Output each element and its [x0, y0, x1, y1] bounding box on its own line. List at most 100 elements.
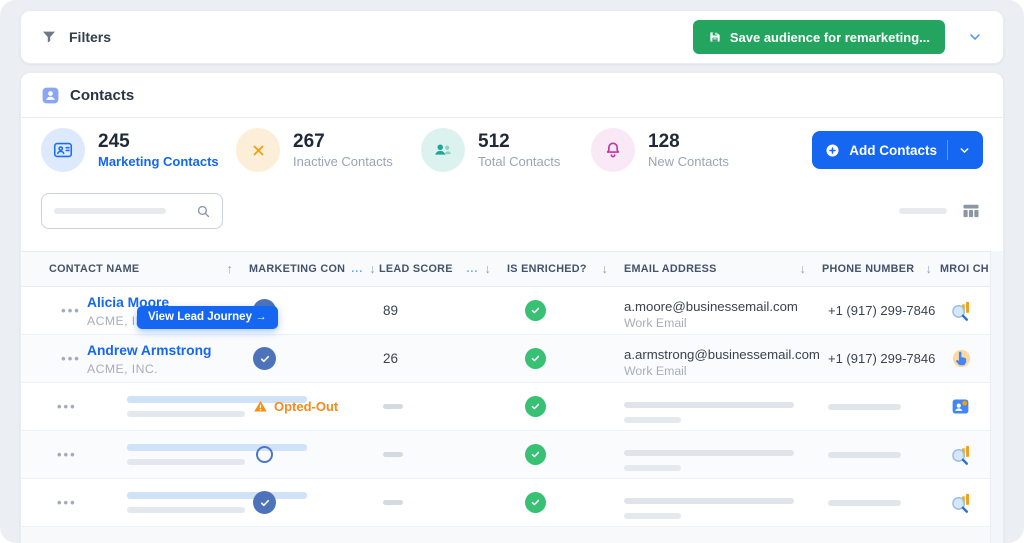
filters-title: Filters	[69, 29, 112, 45]
contact-skeleton	[126, 492, 307, 513]
search-icon	[197, 205, 210, 217]
column-settings-icon[interactable]	[961, 201, 981, 221]
sort-desc-icon[interactable]: ↓	[484, 262, 491, 276]
lead-score-value: 89	[383, 303, 399, 318]
column-mroi[interactable]: MROI CH	[940, 263, 989, 275]
email-value: a.moore@businessemail.com	[624, 298, 798, 314]
contacts-table: CONTACT NAME ↑ MARKETING CON ... ↓ LEAD …	[21, 251, 1003, 543]
sort-desc-icon[interactable]: ↓	[369, 262, 376, 276]
row-menu-button[interactable]: •••	[57, 351, 85, 366]
truncation-ellipsis: ...	[466, 263, 479, 275]
contact-card-icon[interactable]	[950, 396, 971, 417]
search-placeholder-skeleton	[54, 208, 166, 214]
column-phone-number[interactable]: PHONE NUMBER ↓	[822, 262, 932, 276]
email-skeleton	[624, 402, 822, 423]
x-icon	[236, 128, 280, 172]
stat-value: 267	[293, 130, 325, 152]
stat-value: 245	[98, 130, 130, 152]
contact-company: ACME, INC.	[87, 361, 158, 376]
email-type-label: Work Email	[624, 315, 687, 330]
contact-name-link[interactable]: Andrew Armstrong	[87, 342, 212, 358]
contacts-title: Contacts	[70, 86, 135, 104]
stat-marketing-contacts: 245 Marketing Contacts	[41, 128, 236, 172]
contact-name-link[interactable]: Alicia Moore	[87, 294, 170, 310]
column-marketing-contact[interactable]: MARKETING CON ... ↓	[249, 262, 376, 276]
email-value: a.armstrong@businessemail.com	[624, 346, 820, 362]
add-contacts-button[interactable]: Add Contacts	[812, 131, 983, 169]
table-row[interactable]: •••	[21, 431, 1003, 479]
lead-score-skeleton	[383, 404, 403, 409]
stat-label: Marketing Contacts	[98, 154, 219, 170]
sort-asc-icon[interactable]: ↑	[226, 262, 233, 276]
view-lead-journey-tooltip[interactable]: View Lead Journey →	[137, 306, 278, 329]
contact-skeleton	[126, 444, 307, 465]
phone-skeleton	[828, 451, 901, 458]
row-menu-button[interactable]: •••	[57, 303, 85, 318]
filters-collapse-chevron-icon[interactable]	[967, 29, 983, 45]
row-menu-button[interactable]: •••	[57, 495, 77, 510]
enriched-check-icon	[525, 396, 546, 417]
row-menu-button[interactable]: •••	[57, 399, 77, 414]
plus-circle-icon	[824, 142, 841, 159]
phone-value: +1 (917) 299-7846	[828, 351, 936, 366]
row-menu-button[interactable]: •••	[57, 447, 77, 462]
people-icon	[421, 128, 465, 172]
chart-search-icon[interactable]	[950, 299, 973, 322]
chart-search-icon[interactable]	[950, 443, 973, 466]
stat-label: Total Contacts	[478, 154, 561, 170]
enriched-check-icon	[525, 444, 546, 465]
sort-desc-icon[interactable]: ↓	[601, 262, 608, 276]
stat-total-contacts: 512 Total Contacts	[421, 128, 591, 172]
contacts-panel: Contacts 245 Marketing Contacts 267 In	[20, 72, 1004, 543]
warning-triangle-icon	[254, 400, 267, 412]
table-header-row: CONTACT NAME ↑ MARKETING CON ... ↓ LEAD …	[21, 251, 1003, 287]
stat-label: Inactive Contacts	[293, 154, 393, 170]
add-contacts-dropdown-chevron-icon[interactable]	[958, 144, 971, 157]
chart-search-icon[interactable]	[950, 491, 973, 514]
table-row[interactable]: ••• Opted-Out	[21, 383, 1003, 431]
stat-label: New Contacts	[648, 154, 729, 170]
sort-desc-icon[interactable]: ↓	[799, 262, 806, 276]
lead-score-skeleton	[383, 500, 403, 505]
marketing-member-check-icon	[253, 347, 276, 370]
column-email-address[interactable]: EMAIL ADDRESS ↓	[624, 262, 806, 276]
stat-value: 512	[478, 130, 510, 152]
contact-skeleton	[126, 396, 307, 417]
email-skeleton	[624, 450, 822, 471]
table-row[interactable]: •••	[21, 479, 1003, 527]
search-input[interactable]	[41, 193, 223, 229]
save-audience-button[interactable]: Save audience for remarketing...	[692, 20, 945, 54]
enriched-check-icon	[525, 300, 546, 321]
lead-score-value: 26	[383, 351, 399, 366]
phone-skeleton	[828, 499, 901, 506]
sort-desc-icon[interactable]: ↓	[925, 262, 932, 276]
save-icon	[708, 30, 722, 44]
column-lead-score[interactable]: LEAD SCORE ... ↓	[379, 262, 491, 276]
filter-funnel-icon	[41, 29, 57, 45]
email-skeleton	[624, 498, 822, 519]
contacts-header: Contacts	[21, 73, 1003, 118]
bell-icon	[591, 128, 635, 172]
lead-score-skeleton	[383, 452, 403, 457]
stat-new-contacts: 128 New Contacts	[591, 128, 729, 172]
truncation-ellipsis: ...	[351, 263, 364, 275]
contacts-icon	[41, 86, 60, 105]
stat-value: 128	[648, 130, 680, 152]
table-row[interactable]	[21, 527, 1003, 543]
column-is-enriched[interactable]: IS ENRICHED? ↓	[507, 262, 608, 276]
table-row[interactable]: ••• Andrew Armstrong ACME, INC. 26	[21, 335, 1003, 383]
phone-value: +1 (917) 299-7846	[828, 303, 936, 318]
column-contact-name[interactable]: CONTACT NAME ↑	[49, 262, 233, 276]
table-right-gutter	[990, 251, 1003, 543]
search-row	[21, 182, 1003, 234]
opted-out-status: Opted-Out	[253, 399, 338, 414]
filters-bar: Filters Save audience for remarketing...	[20, 10, 1004, 64]
hand-pointer-icon[interactable]	[950, 347, 973, 370]
marketing-unchecked-icon	[256, 446, 273, 463]
phone-skeleton	[828, 403, 901, 410]
email-type-label: Work Email	[624, 363, 687, 378]
stat-inactive-contacts: 267 Inactive Contacts	[236, 128, 421, 172]
folder-contact-icon	[41, 128, 85, 172]
marketing-member-check-icon	[253, 491, 276, 514]
